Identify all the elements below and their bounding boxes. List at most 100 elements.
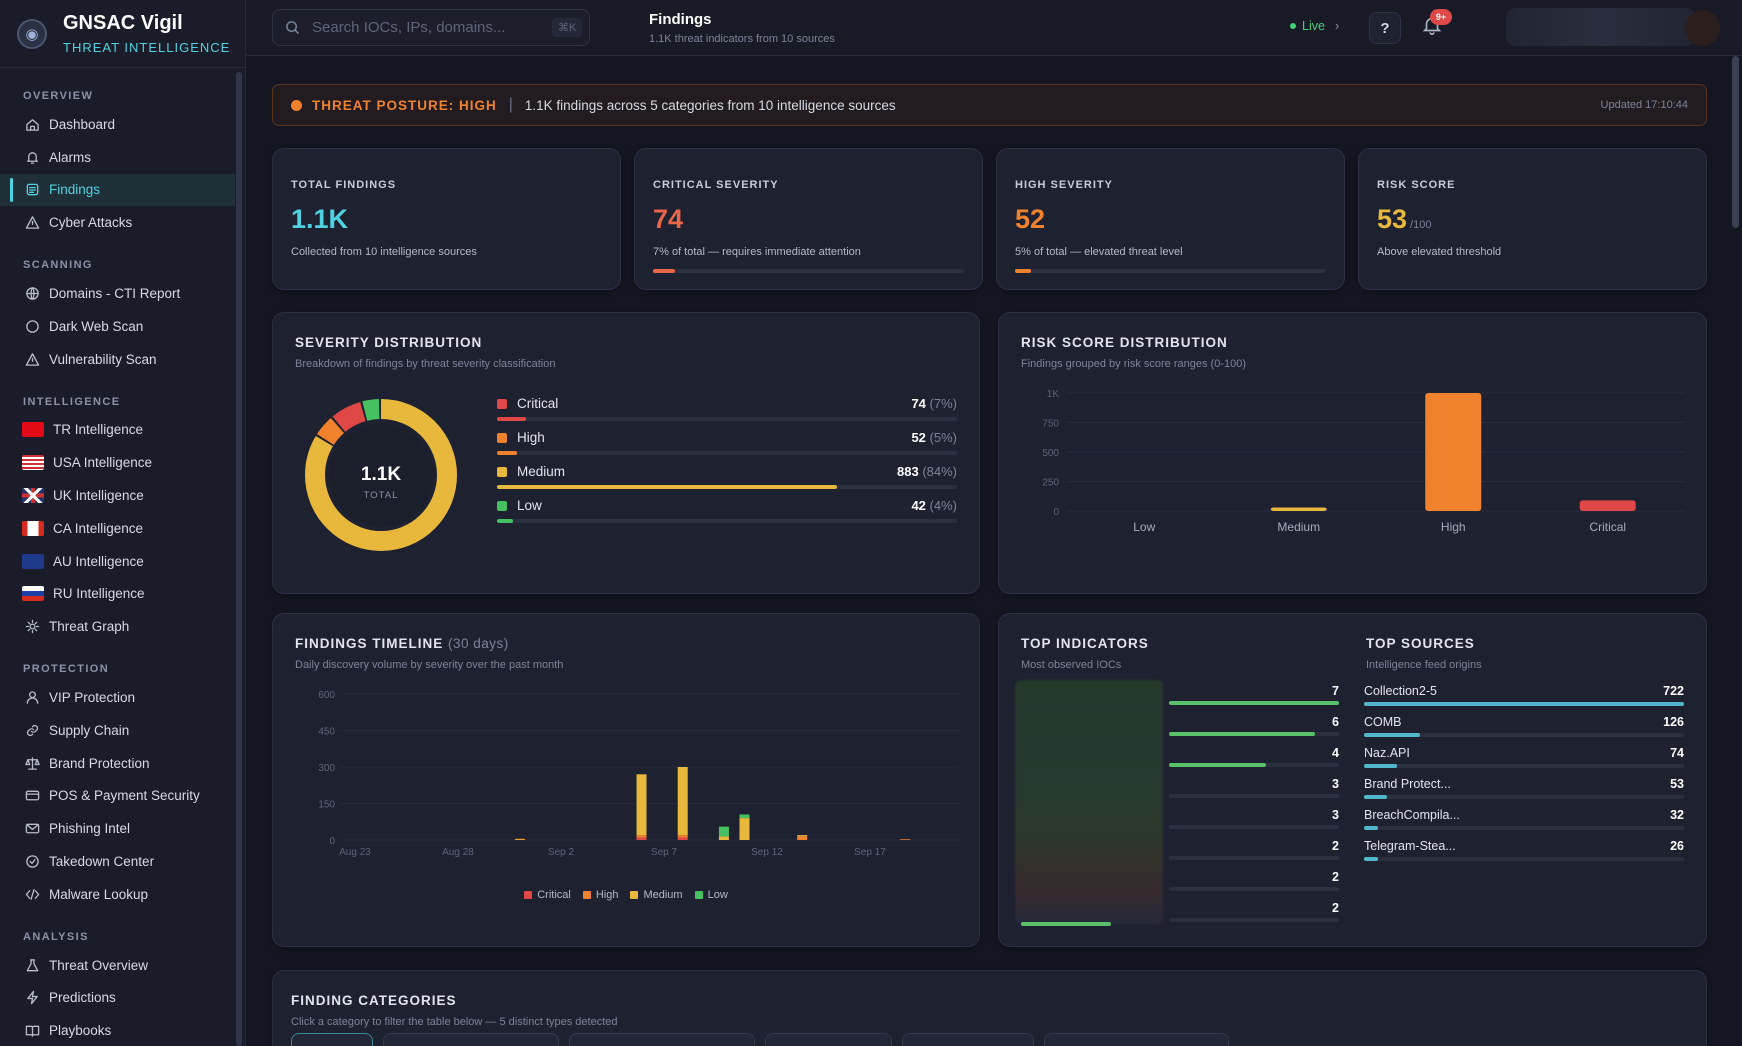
timeline-bar-high[interactable] — [677, 835, 688, 838]
source-row[interactable]: Brand Protect... 53 — [1364, 777, 1684, 808]
sidebar-item-domains-cti-report[interactable]: Domains - CTI Report — [0, 277, 235, 310]
category-tab[interactable] — [569, 1033, 755, 1046]
source-row[interactable]: Naz.API 74 — [1364, 746, 1684, 777]
code-icon — [24, 886, 40, 902]
card-icon — [24, 788, 40, 804]
stat-progress-bar — [653, 269, 964, 273]
timeline-bar-high[interactable] — [636, 835, 647, 838]
indicator-row[interactable]: 6 — [1169, 715, 1339, 745]
sidebar-item-threat-overview[interactable]: Threat Overview — [0, 949, 235, 982]
sidebar-item-label: Malware Lookup — [49, 886, 149, 902]
source-bar-track — [1364, 702, 1684, 706]
sidebar-item-findings[interactable]: Findings — [0, 173, 235, 207]
timeline-bar-medium[interactable] — [739, 818, 750, 840]
timeline-bar-medium[interactable] — [718, 836, 729, 840]
legend-item-low[interactable]: Low — [694, 889, 728, 901]
timeline-bar-medium[interactable] — [677, 767, 688, 836]
timeline-bar-medium[interactable] — [514, 838, 525, 840]
sidebar-scrollbar[interactable] — [236, 72, 242, 1046]
indicator-row[interactable]: 4 — [1169, 746, 1339, 776]
sidebar-item-label: Predictions — [49, 990, 116, 1006]
severity-row-medium[interactable]: Medium 883 (84%) — [497, 464, 957, 489]
sidebar-item-cyber-attacks[interactable]: Cyber Attacks — [0, 206, 235, 239]
category-tabs — [291, 1033, 1239, 1046]
severity-bar-fill — [497, 519, 514, 523]
timeline-bar-low[interactable] — [739, 814, 750, 819]
sidebar-item-malware-lookup[interactable]: Malware Lookup — [0, 878, 235, 911]
indicator-row[interactable]: 2 — [1169, 870, 1339, 900]
help-button[interactable]: ? — [1369, 12, 1401, 44]
sidebar-item-vip-protection[interactable]: VIP Protection — [0, 681, 235, 714]
timeline-bar-critical[interactable] — [677, 837, 688, 840]
risk-bar-critical[interactable] — [1579, 500, 1636, 511]
stat-card-risk-score[interactable]: RISK SCORE 53/100 Above elevated thresho… — [1358, 148, 1707, 290]
category-tab[interactable] — [902, 1033, 1034, 1046]
risk-bar-medium[interactable] — [1270, 507, 1327, 511]
timeline-bar-low[interactable] — [718, 826, 729, 837]
risk-bar-high[interactable] — [1425, 393, 1482, 511]
indicator-row[interactable]: 3 — [1169, 777, 1339, 807]
legend-item-medium[interactable]: Medium — [630, 889, 683, 901]
indicator-row[interactable]: 2 — [1169, 901, 1339, 931]
timeline-bar-medium[interactable] — [636, 774, 647, 836]
category-tab[interactable] — [765, 1033, 892, 1046]
category-tab[interactable] — [291, 1033, 373, 1046]
sidebar-item-dashboard[interactable]: Dashboard — [0, 108, 235, 141]
check-circle-icon — [24, 854, 40, 870]
indicator-row[interactable]: 3 — [1169, 808, 1339, 838]
source-row[interactable]: Telegram-Stea... 26 — [1364, 839, 1684, 870]
sidebar-item-supply-chain[interactable]: Supply Chain — [0, 714, 235, 747]
stat-card-total-findings[interactable]: TOTAL FINDINGS 1.1K Collected from 10 in… — [272, 148, 621, 290]
sidebar-item-predictions[interactable]: Predictions — [0, 982, 235, 1015]
severity-bar-fill — [497, 417, 526, 421]
avatar[interactable] — [1684, 10, 1720, 46]
indicator-count: 4 — [1332, 746, 1339, 760]
severity-row-critical[interactable]: Critical 74 (7%) — [497, 396, 957, 421]
scales-icon — [24, 755, 40, 771]
sidebar-item-playbooks[interactable]: Playbooks — [0, 1014, 235, 1046]
sidebar-item-ca-intelligence[interactable]: CA Intelligence — [0, 512, 235, 545]
flag-us-icon — [22, 455, 44, 471]
source-row[interactable]: BreachCompila... 32 — [1364, 808, 1684, 839]
search-box[interactable]: ⌘K — [272, 9, 590, 46]
timeline-bar-high[interactable] — [900, 839, 911, 840]
stat-card-high-severity[interactable]: HIGH SEVERITY 52 5% of total — elevated … — [996, 148, 1345, 290]
sidebar-item-alarms[interactable]: Alarms — [0, 141, 235, 174]
sidebar-item-brand-protection[interactable]: Brand Protection — [0, 747, 235, 780]
legend-item-high[interactable]: High — [582, 889, 618, 901]
sidebar-item-uk-intelligence[interactable]: UK Intelligence — [0, 479, 235, 512]
severity-row-low[interactable]: Low 42 (4%) — [497, 498, 957, 523]
sidebar-item-dark-web-scan[interactable]: Dark Web Scan — [0, 310, 235, 343]
sidebar-item-vulnerability-scan[interactable]: Vulnerability Scan — [0, 343, 235, 376]
user-menu[interactable] — [1506, 8, 1696, 46]
sidebar-item-usa-intelligence[interactable]: USA Intelligence — [0, 446, 235, 479]
category-tab[interactable] — [1044, 1033, 1229, 1046]
sidebar-item-threat-graph[interactable]: Threat Graph — [0, 610, 235, 643]
sidebar-item-ru-intelligence[interactable]: RU Intelligence — [0, 578, 235, 611]
sidebar-item-phishing-intel[interactable]: Phishing Intel — [0, 812, 235, 845]
live-indicator[interactable]: Live › — [1290, 19, 1339, 33]
legend-item-critical[interactable]: Critical — [524, 889, 571, 901]
main-scrollbar[interactable] — [1732, 56, 1739, 228]
warning-icon — [24, 215, 40, 231]
donut-total-label: TOTAL — [364, 490, 399, 501]
sidebar-item-takedown-center[interactable]: Takedown Center — [0, 845, 235, 878]
sidebar-item-tr-intelligence[interactable]: TR Intelligence — [0, 414, 235, 447]
stat-card-critical-severity[interactable]: CRITICAL SEVERITY 74 7% of total — requi… — [634, 148, 983, 290]
donut-slice-medium[interactable] — [305, 399, 457, 551]
timeline-bar-high[interactable] — [797, 836, 808, 840]
brand[interactable]: ◉ GNSAC Vigil THREAT INTELLIGENCE — [0, 0, 245, 68]
nav-section-title: OVERVIEW — [23, 90, 94, 102]
indicator-row[interactable]: 2 — [1169, 839, 1339, 869]
indicator-row[interactable]: 7 — [1169, 684, 1339, 714]
timeline-bar-critical[interactable] — [636, 837, 647, 840]
sidebar-item-pos-payment-security[interactable]: POS & Payment Security — [0, 780, 235, 813]
sidebar-item-au-intelligence[interactable]: AU Intelligence — [0, 545, 235, 578]
source-row[interactable]: Collection2-5 722 — [1364, 684, 1684, 715]
category-tab[interactable] — [383, 1033, 559, 1046]
findings-timeline-card: FINDINGS TIMELINE (30 days) Daily discov… — [272, 613, 980, 947]
timeline-bar-medium[interactable] — [797, 835, 808, 837]
source-row[interactable]: COMB 126 — [1364, 715, 1684, 746]
severity-row-high[interactable]: High 52 (5%) — [497, 430, 957, 455]
search-input[interactable] — [312, 19, 552, 36]
